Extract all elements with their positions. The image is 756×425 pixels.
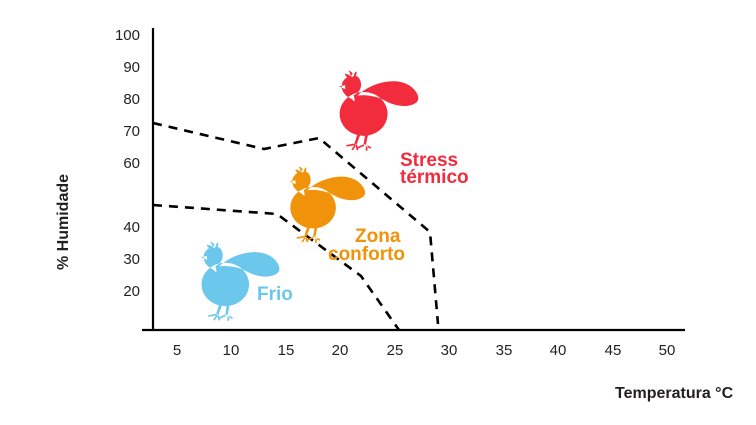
svg-text:% Humidade: % Humidade xyxy=(55,174,72,270)
svg-text:45: 45 xyxy=(605,342,622,359)
svg-text:60: 60 xyxy=(123,155,140,172)
svg-text:30: 30 xyxy=(123,251,140,268)
svg-text:40: 40 xyxy=(550,342,567,359)
svg-text:40: 40 xyxy=(123,219,140,236)
svg-text:20: 20 xyxy=(332,342,349,359)
svg-text:Frio: Frio xyxy=(257,284,293,305)
svg-text:Temperatura °C: Temperatura °C xyxy=(615,385,734,402)
svg-text:5: 5 xyxy=(173,342,181,359)
svg-text:80: 80 xyxy=(123,91,140,108)
svg-text:25: 25 xyxy=(387,342,404,359)
svg-text:15: 15 xyxy=(278,342,295,359)
svg-text:100: 100 xyxy=(115,27,140,44)
svg-text:20: 20 xyxy=(123,283,140,300)
svg-text:35: 35 xyxy=(496,342,513,359)
svg-text:90: 90 xyxy=(123,59,140,76)
svg-text:30: 30 xyxy=(441,342,458,359)
svg-text:50: 50 xyxy=(659,342,676,359)
svg-text:térmico: térmico xyxy=(400,167,469,188)
svg-text:10: 10 xyxy=(223,342,240,359)
svg-text:70: 70 xyxy=(123,123,140,140)
svg-text:conforto: conforto xyxy=(328,244,405,265)
